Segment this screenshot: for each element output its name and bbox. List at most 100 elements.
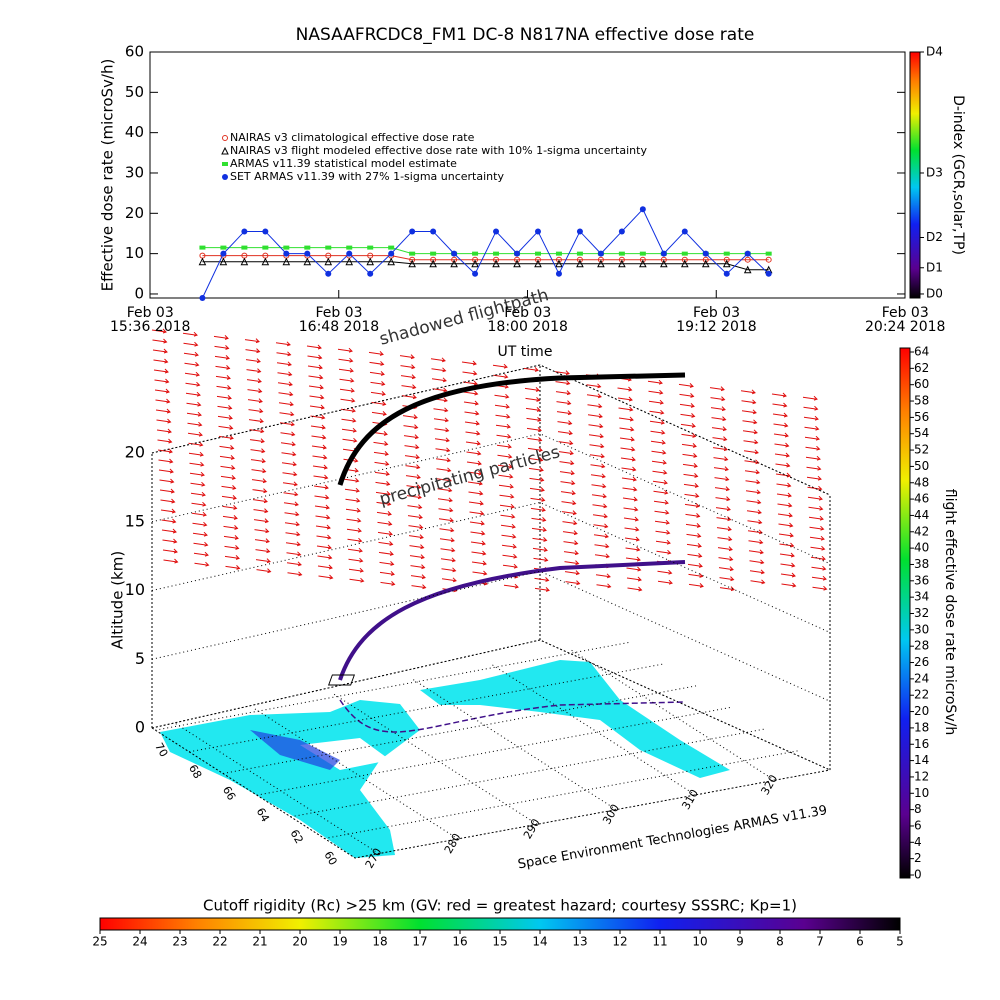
colorbar-label: D-index (GCR,solar,TP)	[950, 95, 966, 255]
y-tick-label: 30	[125, 163, 144, 181]
colorbar-tick-label: 9	[736, 935, 744, 949]
y-tick-label: 40	[125, 123, 144, 141]
legend-label: ARMAS v11.39 statistical model estimate	[230, 157, 457, 170]
marker	[555, 251, 562, 256]
lat-tick-label: 70	[152, 741, 170, 760]
grid-line	[571, 649, 775, 781]
marker	[555, 259, 563, 268]
marker	[723, 256, 730, 263]
marker	[743, 265, 752, 274]
marker	[430, 256, 437, 263]
marker	[576, 259, 584, 268]
colorbar-tick-label: 32	[914, 606, 929, 620]
series-line	[201, 208, 770, 299]
marker	[261, 257, 270, 266]
marker	[325, 245, 332, 250]
colorbar-tick-label: 48	[914, 475, 929, 489]
marker	[283, 250, 290, 257]
x-tick-label: Feb 03 20:24 2018	[865, 305, 946, 335]
marker	[534, 251, 541, 256]
marker	[702, 250, 709, 257]
colorbar-tick-label: 12	[914, 769, 929, 783]
marker	[744, 256, 751, 263]
marker	[472, 270, 479, 277]
series-line	[202, 255, 769, 261]
legend-label: SET ARMAS v11.39 with 27% 1-sigma uncert…	[230, 170, 504, 183]
marker	[513, 259, 521, 268]
marker	[345, 257, 354, 266]
grid-line	[222, 685, 699, 774]
grid-line	[254, 708, 459, 840]
marker	[722, 259, 731, 268]
colorbar-tick-label: 52	[914, 443, 929, 457]
marker	[472, 256, 479, 263]
colorbar-tick-label: D0	[926, 286, 943, 300]
colorbar-tick-label: 19	[332, 935, 347, 949]
colorbar-tick-label: 46	[914, 492, 929, 506]
y-tick-label: 60	[125, 43, 144, 61]
grid-line	[290, 728, 766, 818]
marker	[660, 256, 667, 263]
marker	[409, 228, 416, 235]
colorbar-tick-label: 60	[914, 377, 929, 391]
colorbar-tick-label: 4	[914, 835, 922, 849]
colorbar-tick-label: 14	[914, 753, 929, 767]
colorbar-tick-label: 54	[914, 426, 929, 440]
marker	[408, 259, 416, 268]
colorbar-tick-label: 20	[914, 704, 929, 718]
marker	[346, 245, 353, 250]
colorbar-tick-label: 30	[914, 622, 929, 636]
x-tick-label: Feb 03 19:12 2018	[676, 305, 757, 335]
marker	[597, 256, 604, 263]
marker	[366, 257, 375, 266]
marker	[241, 245, 248, 250]
x-tick-label: Feb 03 16:48 2018	[298, 305, 380, 335]
colorbar-tick-label: D2	[926, 230, 943, 244]
series-line	[202, 261, 769, 271]
marker	[346, 250, 353, 257]
z-axis-label: Altitude (km)	[109, 551, 127, 649]
marker	[660, 250, 667, 257]
grid-line	[412, 679, 617, 811]
marker	[409, 256, 416, 263]
marker	[429, 259, 437, 268]
marker	[430, 228, 437, 235]
colorbar-tick-label: 26	[914, 655, 929, 669]
grid-line	[492, 664, 696, 796]
marker	[451, 250, 458, 257]
grid-line	[151, 501, 831, 633]
colorbar-tick-label: 20	[292, 935, 307, 949]
grid-line	[256, 706, 732, 796]
marker	[765, 256, 772, 263]
flight-path-top	[337, 372, 686, 486]
marker	[555, 256, 562, 263]
colorbar-tick-label: 22	[212, 935, 227, 949]
colorbar-tick-label: 18	[372, 935, 387, 949]
marker	[367, 270, 374, 277]
grid-line	[151, 570, 831, 702]
colorbar-tick-label: 58	[914, 394, 929, 408]
colorbar-tick-label: 24	[914, 671, 929, 685]
marker	[387, 257, 395, 266]
legend-marker	[222, 162, 228, 166]
colorbar-tick-label: 50	[914, 459, 929, 473]
legend-marker	[222, 135, 228, 141]
marker	[430, 251, 437, 256]
legend-marker	[222, 174, 228, 180]
z-tick-label: 15	[125, 511, 145, 530]
marker	[198, 257, 207, 266]
marker	[282, 257, 291, 266]
chart-title: NASAAFRCDC8_FM1 DC-8 N817NA effective do…	[296, 25, 755, 45]
colorbar	[899, 347, 911, 879]
grid-line	[189, 663, 665, 753]
colorbar-tick-label: 13	[572, 935, 587, 949]
marker	[493, 256, 500, 263]
colorbar	[909, 51, 921, 299]
colorbar-tick-label: 2	[914, 851, 922, 865]
colorbar-tick-label: 5	[896, 935, 904, 949]
marker	[241, 228, 248, 235]
lat-tick-label: 64	[254, 806, 272, 825]
lon-tick-label: 320	[759, 773, 781, 798]
